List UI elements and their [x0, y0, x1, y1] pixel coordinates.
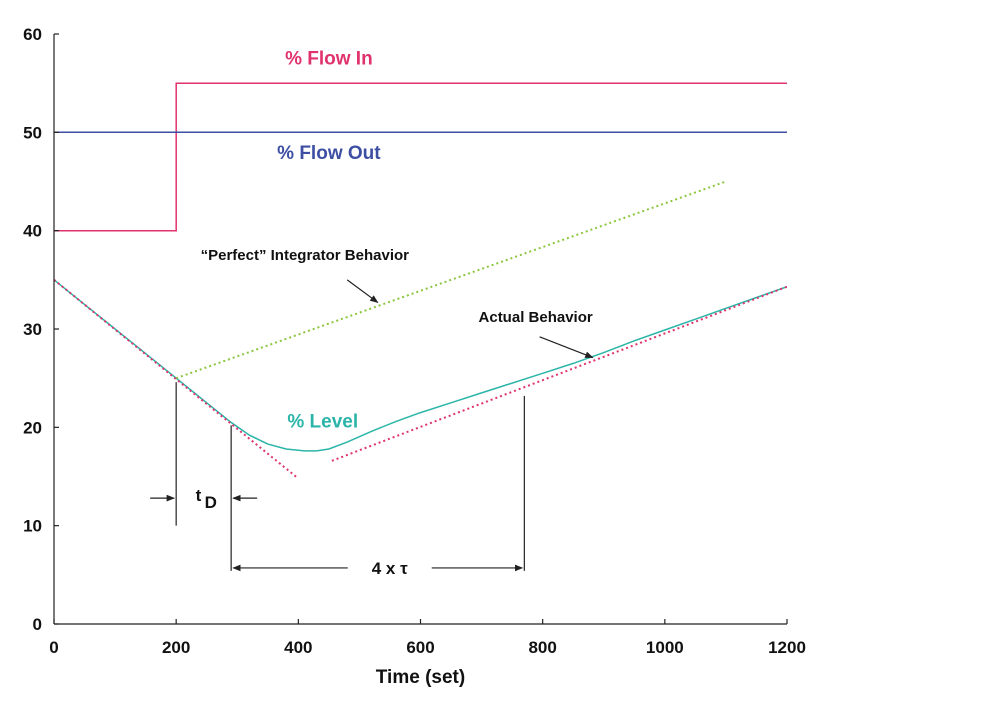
- y-tick-label: 50: [23, 123, 42, 142]
- series-line-flow-in: [54, 82, 787, 232]
- marks-layer: [53, 82, 788, 480]
- y-tick-label: 10: [23, 517, 42, 536]
- annotation-perfect-integrator-behavior: “Perfect” Integrator Behavior: [201, 247, 410, 264]
- x-tick-label: 200: [162, 638, 190, 657]
- tau-label: 4 x τ: [372, 559, 408, 578]
- x-tick-label: 1000: [646, 638, 684, 657]
- y-tick-label: 60: [23, 25, 42, 44]
- x-tick-label: 400: [284, 638, 312, 657]
- series-line-actual-behavior: [331, 285, 788, 462]
- td-label: t: [196, 486, 202, 505]
- y-tick-label: 0: [33, 615, 42, 634]
- series-label-level: % Level: [287, 411, 358, 432]
- annotation-arrow-perfect-integrator-behavior: [346, 279, 379, 303]
- series-label-flow-in: % Flow In: [285, 48, 373, 69]
- series-line-level: [53, 279, 788, 452]
- y-tick-label: 40: [23, 222, 42, 241]
- x-axis-title: Time (set): [376, 667, 465, 688]
- x-tick-label: 1200: [768, 638, 806, 657]
- x-tick-label: 0: [49, 638, 58, 657]
- y-tick-label: 20: [23, 418, 42, 437]
- labels-layer: % Flow In % Flow Out % Level “Perfect” Inte…: [150, 48, 594, 578]
- series-line-perfect-integrator-behavior: [175, 180, 727, 380]
- y-tick-label: 30: [23, 320, 42, 339]
- annotation-arrow-actual-behavior: [539, 336, 594, 359]
- series-label-flow-out: % Flow Out: [277, 143, 381, 164]
- annotation-actual-behavior: Actual Behavior: [479, 309, 593, 326]
- td-subscript: D: [205, 493, 217, 512]
- x-tick-label: 600: [406, 638, 434, 657]
- x-tick-label: 800: [528, 638, 556, 657]
